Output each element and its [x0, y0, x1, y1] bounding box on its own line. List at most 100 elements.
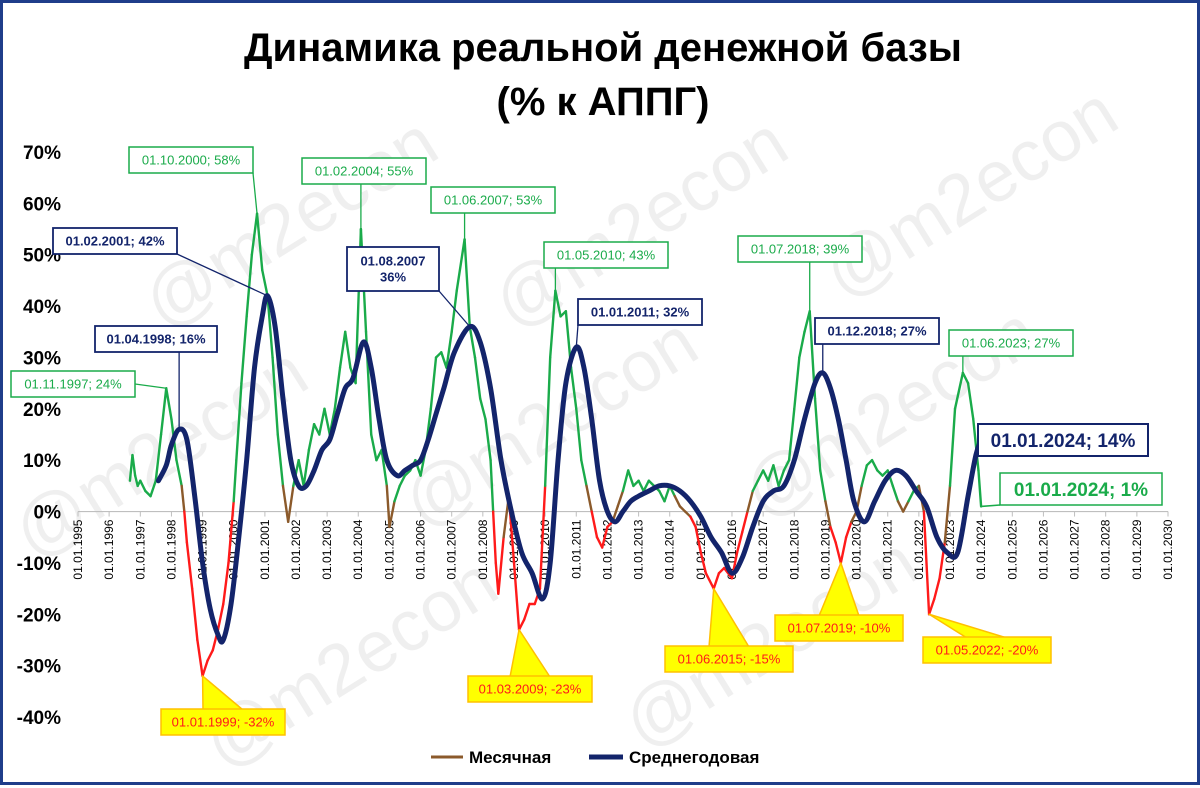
annotation-1997-11: 01.11.1997; 24%	[11, 371, 166, 397]
monthly-line-segment	[628, 470, 633, 485]
x-tick-label: 01.01.2024	[974, 519, 988, 579]
x-tick-label: 01.01.2011	[569, 519, 583, 578]
annotation-text: 36%	[380, 270, 406, 285]
x-tick-label: 01.01.2008	[476, 519, 490, 579]
monthly-line-segment	[908, 491, 913, 501]
monthly-line-segment	[203, 661, 208, 676]
annotation-pointer	[510, 630, 550, 677]
monthly-line-segment	[639, 481, 644, 491]
monthly-line-segment	[618, 491, 623, 506]
annotation-2022-05: 01.05.2022; -20%	[923, 614, 1051, 663]
watermark-text: @m2econ	[809, 71, 1131, 313]
annotation-text: 01.01.2024; 1%	[1014, 480, 1148, 501]
annotation-text: 01.01.1999; -32%	[172, 715, 275, 730]
x-tick-label: 01.01.2018	[787, 519, 801, 579]
monthly-line-segment	[184, 512, 187, 543]
y-tick-label: 20%	[23, 400, 61, 421]
monthly-line-segment	[208, 650, 213, 660]
y-tick-label: 0%	[34, 503, 62, 524]
monthly-line-segment	[457, 239, 465, 290]
monthly-line-segment	[592, 512, 597, 538]
monthly-line-segment	[903, 501, 908, 511]
annotation-text: 01.03.2009; -23%	[479, 682, 582, 697]
annotation-text: 01.06.2023; 27%	[962, 336, 1061, 351]
y-tick-label: -20%	[17, 605, 61, 626]
x-tick-label: 01.01.2013	[632, 519, 646, 579]
y-tick-label: -10%	[17, 554, 61, 575]
x-tick-label: 01.01.2021	[881, 519, 895, 579]
monthly-line-segment	[498, 537, 503, 594]
x-tick-label: 01.01.2029	[1130, 519, 1144, 579]
x-tick-label: 01.01.2017	[756, 519, 770, 579]
x-tick-label: 01.01.2026	[1036, 519, 1050, 579]
x-tick-label: 01.01.2028	[1099, 519, 1113, 579]
monthly-line-segment	[187, 542, 192, 588]
x-tick-label: 01.01.1996	[102, 519, 116, 579]
monthly-line-segment	[288, 486, 293, 522]
monthly-line-segment	[524, 604, 529, 619]
annotation-text: 01.10.2000; 58%	[142, 153, 241, 168]
y-tick-label: -40%	[17, 708, 61, 729]
monthly-line-segment	[278, 435, 283, 486]
x-tick-label: 01.01.1997	[133, 519, 147, 579]
annotation-text: 01.02.2001; 42%	[65, 234, 164, 249]
monthly-line-segment	[218, 604, 223, 630]
monthly-line-segment	[475, 357, 480, 398]
monthly-line-segment	[587, 486, 592, 512]
x-tick-label: 01.01.2030	[1161, 519, 1175, 579]
annotation-text: 01.04.1998; 16%	[106, 332, 205, 347]
watermark-text: @m2econ	[129, 101, 451, 343]
monthly-line-segment	[898, 501, 903, 511]
annotation-text: 01.07.2019; -10%	[788, 621, 891, 636]
x-tick-label: 01.01.2025	[1005, 519, 1019, 579]
monthly-line-segment	[799, 332, 804, 358]
annotation-2024-01-mon: 01.01.2024; 1%	[981, 473, 1162, 506]
monthly-line-segment	[192, 589, 197, 640]
monthly-line-segment	[324, 409, 329, 435]
x-tick-label: 01.01.2020	[850, 519, 864, 579]
monthly-line-segment	[480, 399, 485, 420]
monthly-line-segment	[893, 486, 898, 501]
y-tick-label: -30%	[17, 657, 61, 678]
x-tick-label: 01.01.2014	[663, 519, 677, 579]
monthly-line-segment	[345, 332, 350, 368]
monthly-line-segment	[706, 573, 714, 588]
monthly-line-segment	[581, 460, 586, 486]
annotation-2000-10: 01.10.2000; 58%	[129, 147, 257, 214]
annotation-text: 01.08.2007	[360, 254, 425, 269]
x-tick-label: 01.01.2027	[1068, 519, 1082, 579]
annotation-text: 01.06.2007; 53%	[444, 193, 543, 208]
chart-svg: @m2econ@m2econ@m2econ@m2econ@m2econ@m2ec…	[3, 3, 1200, 788]
monthly-line-segment	[794, 357, 799, 408]
monthly-line-segment	[934, 578, 939, 599]
x-tick-label: 01.01.2006	[414, 519, 428, 579]
annotation-2007-06: 01.06.2007; 53%	[431, 187, 555, 239]
monthly-line-segment	[309, 424, 314, 450]
monthly-line-segment	[659, 491, 664, 501]
monthly-line-segment	[623, 470, 628, 491]
x-tick-label: 01.01.2003	[320, 519, 334, 579]
annotation-leader	[439, 291, 470, 327]
y-tick-label: 40%	[23, 297, 61, 318]
monthly-line-segment	[197, 640, 202, 676]
annotation-text: 01.07.2018; 39%	[751, 242, 850, 257]
monthly-line-segment	[675, 496, 680, 506]
annotation-2009-03: 01.03.2009; -23%	[468, 630, 592, 702]
x-tick-label: 01.01.2005	[382, 519, 396, 579]
monthly-line-segment	[371, 435, 376, 461]
monthly-line-segment	[714, 573, 719, 588]
y-tick-label: 30%	[23, 348, 61, 369]
x-tick-label: 01.01.2001	[258, 519, 272, 579]
monthly-line-segment	[340, 332, 345, 368]
annotation-text: 01.06.2015; -15%	[678, 652, 781, 667]
legend: Месячная Среднегодовая	[431, 748, 759, 767]
legend-label-monthly: Месячная	[469, 748, 551, 767]
annotation-2024-01-avg: 01.01.2024; 14%	[978, 424, 1148, 456]
monthly-line-segment	[465, 239, 470, 326]
chart-title: Динамика реальной денежной базы	[244, 26, 962, 70]
x-tick-label: 01.01.2007	[445, 519, 459, 579]
annotation-text: 01.12.2018; 27%	[827, 324, 926, 339]
monthly-line-segment	[493, 512, 496, 563]
x-tick-label: 01.01.2002	[289, 519, 303, 579]
